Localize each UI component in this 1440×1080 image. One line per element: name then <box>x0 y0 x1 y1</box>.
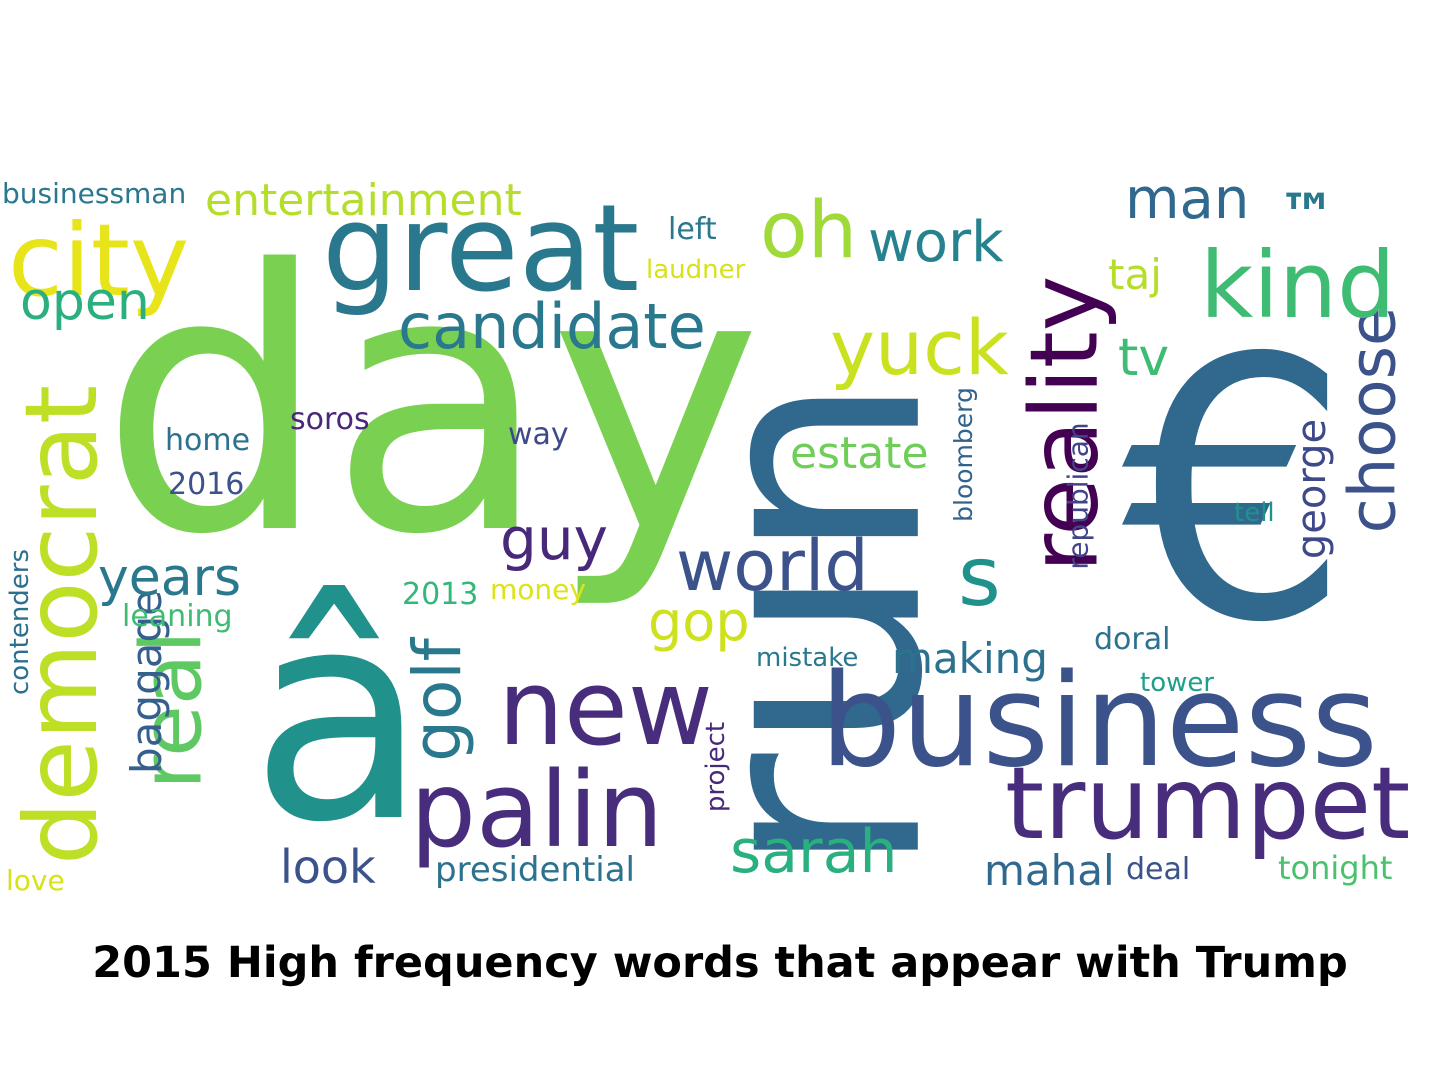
word-tonight: tonight <box>1278 849 1393 887</box>
word-work: work <box>868 210 1004 275</box>
word-estate: estate <box>790 428 929 479</box>
word-candidate: candidate <box>398 290 706 363</box>
word-world: world <box>676 525 869 607</box>
word-guy: guy <box>500 505 608 573</box>
word-making: making <box>892 634 1048 683</box>
word-laudner: laudner <box>646 255 746 285</box>
word-doral: doral <box>1094 622 1171 657</box>
word-presidential: presidential <box>435 850 635 890</box>
word-gop: gop <box>648 590 750 653</box>
word-trumpet: trumpet <box>1005 745 1411 862</box>
word-soros: soros <box>290 402 370 437</box>
word-new: new <box>498 647 713 769</box>
word-open: open <box>20 272 150 332</box>
word-palin: palin <box>410 749 664 871</box>
word-entertainment: entertainment <box>205 175 522 226</box>
word-taj: taj <box>1108 250 1162 299</box>
word-kind: kind <box>1200 232 1396 339</box>
word-tell: tell <box>1234 498 1275 528</box>
word-2013: 2013 <box>402 577 479 612</box>
word-bloomberg: bloomberg <box>948 387 978 522</box>
word-tm: ™ <box>1278 181 1336 249</box>
word-cloud: democrat real golf run reality choose ba… <box>0 170 1440 900</box>
word-oh: oh <box>760 186 858 276</box>
word-mistake: mistake <box>756 643 859 673</box>
word-republican: republican <box>1061 422 1095 570</box>
word-mahal: mahal <box>984 846 1115 895</box>
word-left: left <box>668 212 717 247</box>
caption: 2015 High frequency words that appear wi… <box>92 938 1348 988</box>
word-sarah: sarah <box>730 817 898 887</box>
word-man: man <box>1125 167 1250 232</box>
word-city: city <box>8 202 190 319</box>
word-euro: € <box>1122 282 1352 701</box>
word-2016: 2016 <box>168 467 245 502</box>
word-way: way <box>508 417 569 452</box>
word-yuck: yuck <box>830 303 1009 392</box>
word-a-circ: â <box>250 549 428 886</box>
word-businessman: businessman <box>2 177 187 210</box>
word-home: home <box>165 423 251 458</box>
word-deal: deal <box>1126 852 1191 887</box>
word-s: s <box>958 530 1001 625</box>
word-years: years <box>98 548 242 608</box>
word-business: business <box>820 647 1378 796</box>
word-contenders: contenders <box>5 548 36 696</box>
word-look: look <box>280 840 376 894</box>
word-tower: tower <box>1140 668 1215 698</box>
word-love: love <box>6 864 65 897</box>
word-day: day <box>100 194 763 613</box>
word-great: great <box>322 180 640 319</box>
word-money: money <box>490 573 586 606</box>
word-leaning: leaning <box>122 599 233 634</box>
word-tv: tv <box>1118 328 1170 388</box>
